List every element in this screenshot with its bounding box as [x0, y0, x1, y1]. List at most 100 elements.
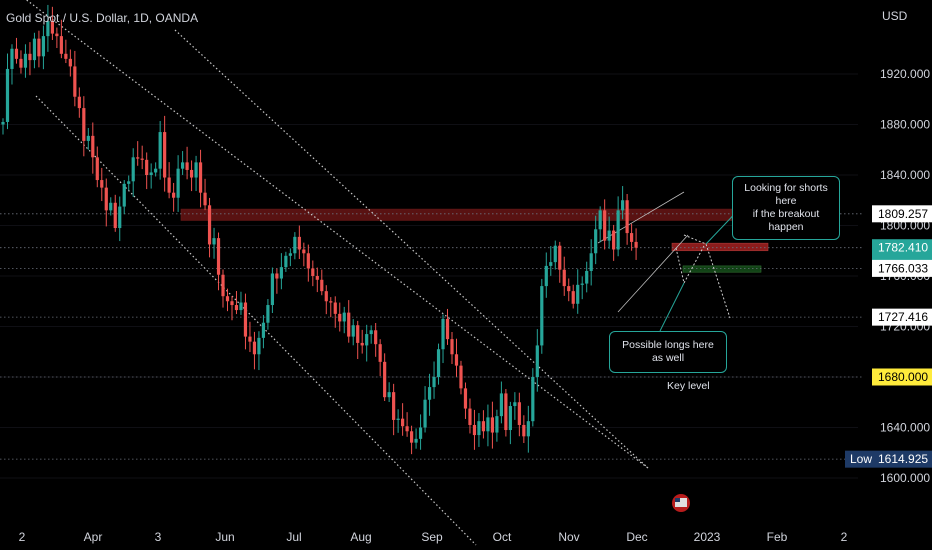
candle-body: [207, 205, 212, 245]
candle-body: [302, 249, 306, 254]
currency-label[interactable]: USD: [882, 9, 908, 23]
candle-body: [311, 268, 315, 276]
x-tick-label: Oct: [493, 530, 512, 544]
candle-body: [526, 421, 530, 437]
candle-body: [234, 305, 239, 311]
candle-body: [436, 349, 441, 377]
candle-body: [396, 418, 400, 420]
channel-upper-line: [25, 0, 649, 469]
price-label-text: 1680.000: [878, 370, 928, 384]
candle-body: [5, 68, 10, 122]
candle-body: [167, 177, 171, 193]
candle-body: [77, 96, 81, 109]
candle-body: [392, 392, 396, 420]
candle-body: [198, 162, 203, 193]
candle-body: [625, 200, 629, 234]
candle-body: [450, 339, 454, 355]
flag-icon: [672, 494, 690, 512]
candle-body: [19, 58, 23, 68]
candle-body: [306, 253, 310, 269]
candle-body: [284, 255, 288, 268]
candle-body: [517, 402, 521, 425]
candle-body: [432, 377, 436, 388]
shorts-annotation-line1: Looking for shorts here: [744, 182, 828, 207]
candle-body: [194, 162, 198, 178]
candle-body: [630, 233, 634, 242]
candle-body: [468, 408, 472, 425]
candle-body: [122, 183, 126, 207]
candle-body: [342, 312, 346, 322]
price-label-text: 1809.257: [878, 207, 928, 221]
candle-body: [571, 291, 575, 304]
symbol-title[interactable]: Gold Spot / U.S. Dollar, 1D, OANDA: [6, 11, 199, 25]
candle-body: [544, 265, 548, 287]
x-tick-label: Feb: [767, 530, 788, 544]
x-tick-label: Nov: [558, 530, 579, 544]
candle-body: [405, 426, 409, 432]
candle-body: [55, 33, 59, 37]
candle-body: [113, 202, 117, 229]
candle-body: [558, 245, 562, 270]
candle-body: [365, 334, 369, 346]
y-tick-label: 1600.000: [880, 471, 930, 485]
candle-body: [212, 238, 216, 245]
candle-body: [158, 132, 162, 169]
candle-body: [333, 302, 337, 314]
candle-body: [266, 305, 270, 323]
candle-body: [136, 157, 140, 159]
candle-body: [239, 302, 243, 311]
candle-body: [275, 273, 279, 279]
x-tick-label: 2: [841, 530, 848, 544]
x-tick-label: Dec: [626, 530, 647, 544]
candle-body: [562, 269, 566, 287]
candle-body: [230, 301, 234, 306]
candle-body: [320, 279, 324, 292]
price-label-text: 1766.033: [878, 261, 928, 275]
projection-path-bounce: [675, 243, 706, 285]
candle-body: [612, 230, 616, 250]
candle-body: [414, 438, 418, 443]
y-tick-label: 1840.000: [880, 168, 930, 182]
candle-body: [387, 392, 391, 398]
short-entry-zone: [671, 242, 769, 252]
candle-body: [261, 322, 266, 338]
x-tick-label: 2: [19, 530, 26, 544]
candle-body: [59, 36, 63, 54]
candle-body: [68, 58, 72, 67]
candle-body: [181, 162, 185, 169]
candle-body: [185, 162, 189, 170]
y-tick-label: 1920.000: [880, 67, 930, 81]
channel-lower-line: [35, 95, 477, 546]
x-tick-label: Sep: [421, 530, 443, 544]
candle-body: [28, 53, 32, 61]
candle-body: [454, 354, 459, 366]
candle-body: [616, 210, 620, 250]
shorts-annotation-line2: if the breakout happen: [752, 208, 820, 233]
candle-body: [221, 274, 225, 297]
candle-body: [531, 377, 535, 422]
candle-body: [324, 291, 328, 302]
candle-body: [248, 336, 252, 342]
candle-body: [86, 135, 90, 141]
candle-body: [445, 318, 450, 340]
candle-body: [118, 206, 122, 229]
candle-body: [1, 121, 5, 125]
candle-body: [216, 238, 221, 275]
candle-body: [383, 361, 387, 398]
candle-body: [73, 66, 77, 97]
candle-body: [270, 273, 274, 306]
candle-body: [95, 157, 99, 181]
candle-body: [131, 157, 135, 182]
candle-body: [293, 236, 297, 254]
y-tick-label: 1880.000: [880, 118, 930, 132]
key-level-label[interactable]: Key level: [667, 380, 710, 392]
longs-annotation[interactable]: Possible longs here as well: [609, 331, 727, 373]
candle-body: [356, 325, 360, 343]
candle-body: [176, 168, 180, 198]
price-label-box: [872, 450, 932, 468]
candle-body: [243, 302, 248, 337]
candle-body: [607, 230, 611, 241]
low-prefix-text: Low: [850, 452, 872, 466]
shorts-annotation[interactable]: Looking for shorts here if the breakout …: [732, 176, 840, 240]
